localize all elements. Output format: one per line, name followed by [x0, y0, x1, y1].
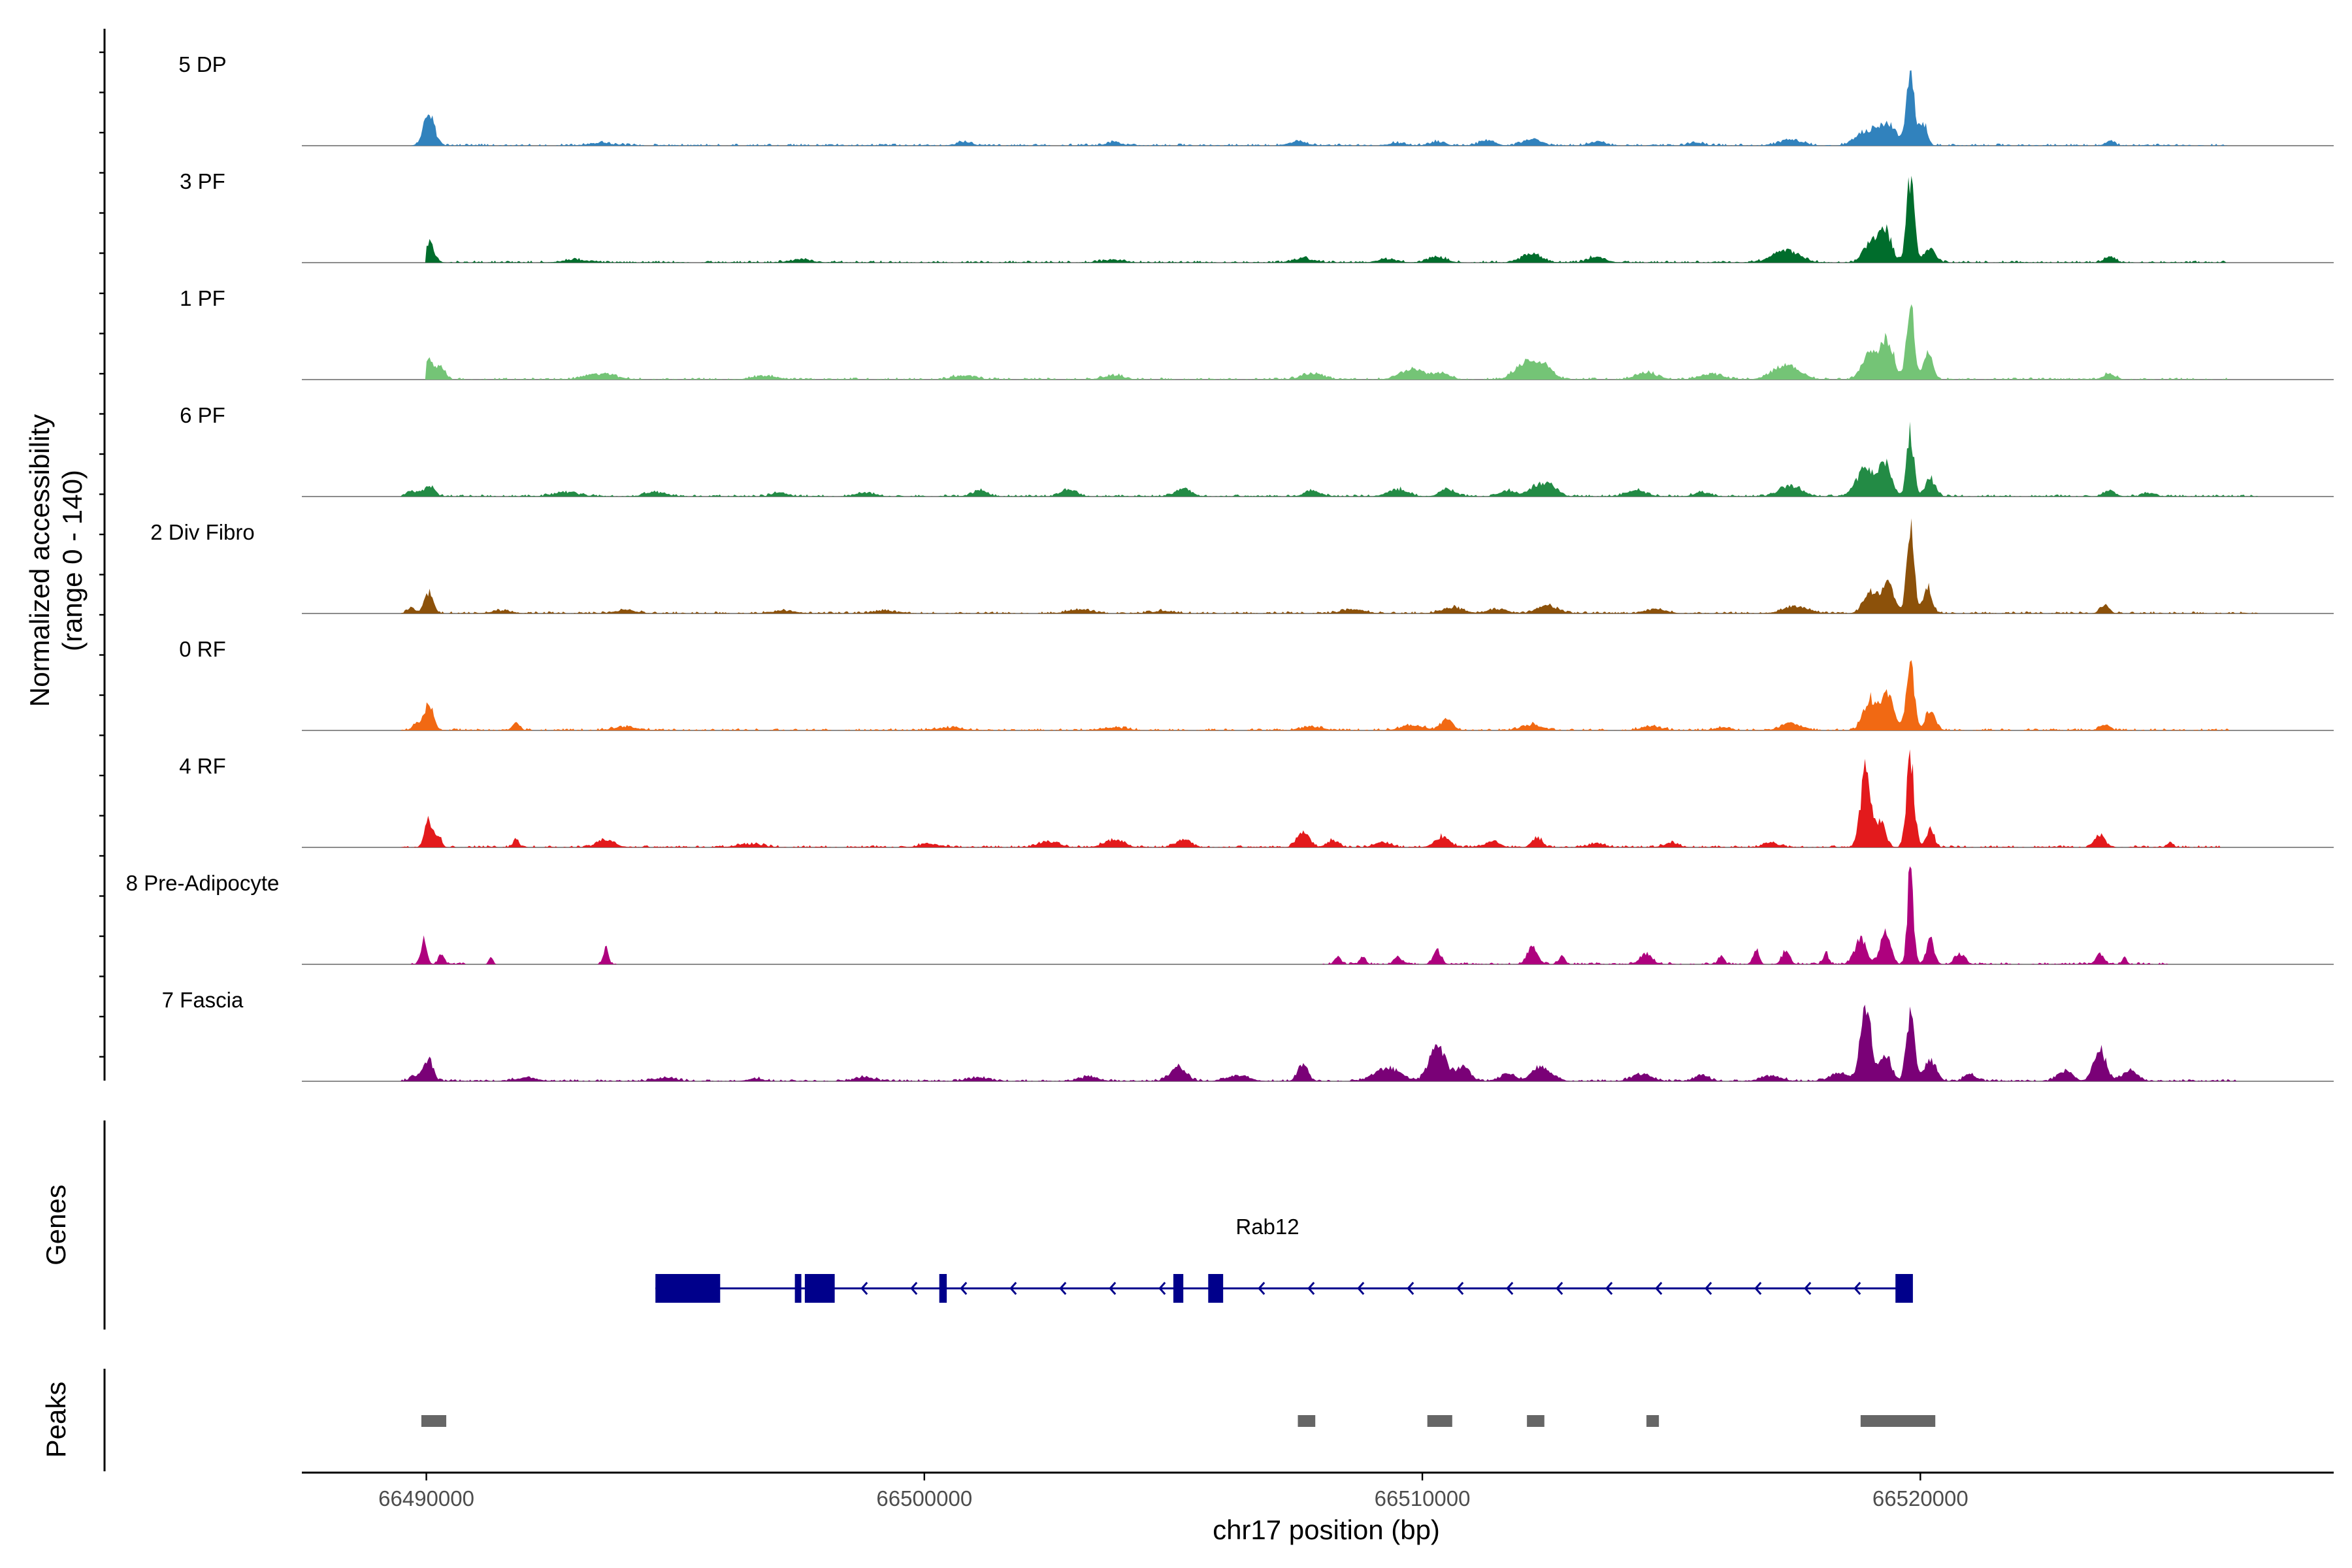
- track-0-rf: 0 RF: [179, 637, 2334, 731]
- strand-arrow: [1854, 1282, 1861, 1295]
- coverage-area: [302, 866, 2334, 964]
- x-axis-title: chr17 position (bp): [1213, 1514, 1440, 1545]
- strand-arrow: [1307, 1282, 1315, 1295]
- strand-arrow: [1258, 1282, 1266, 1295]
- strand-arrow: [1705, 1282, 1712, 1295]
- track-7-fascia: 7 Fascia: [162, 988, 2334, 1082]
- peak-region: [1860, 1415, 1936, 1427]
- track-label: 8 Pre-Adipocyte: [126, 871, 280, 895]
- track-5-dp: 5 DP: [178, 52, 2334, 146]
- coverage-area: [302, 176, 2334, 263]
- coverage-area: [302, 70, 2334, 146]
- strand-arrow: [910, 1282, 918, 1295]
- track-label: 5 DP: [178, 52, 226, 76]
- gene-exon: [939, 1274, 947, 1303]
- gene-exon: [794, 1274, 802, 1303]
- coverage-tracks: 5 DP 3 PF 1 PF 6 PF 2 Div Fibro 0 RF 4 RF 8 Pre…: [126, 52, 2334, 1082]
- peak-region: [421, 1415, 447, 1427]
- coverage-area: [302, 1004, 2334, 1081]
- x-tick-label: 66520000: [1872, 1486, 1968, 1511]
- track-8-pre-adipocyte: 8 Pre-Adipocyte: [126, 866, 2334, 965]
- track-6-pf: 6 PF: [180, 403, 2334, 497]
- strand-arrow: [1109, 1282, 1117, 1295]
- peak-region: [1298, 1415, 1316, 1427]
- strand-arrow: [1456, 1282, 1464, 1295]
- strand-arrow: [1357, 1282, 1365, 1295]
- gene-name-label: Rab12: [1235, 1215, 1299, 1239]
- track-4-rf: 4 RF: [179, 749, 2334, 848]
- gene-exon: [1208, 1274, 1224, 1303]
- coverage-y-ticks: [99, 51, 105, 1058]
- x-tick-label: 66500000: [876, 1486, 972, 1511]
- track-label: 0 RF: [179, 637, 226, 661]
- strand-arrow: [1754, 1282, 1762, 1295]
- coverage-area: [302, 660, 2334, 730]
- gene-exon: [804, 1274, 835, 1303]
- gene-track: Rab12: [655, 1215, 1913, 1303]
- strand-arrow: [1556, 1282, 1563, 1295]
- x-tick-label: 66510000: [1375, 1486, 1471, 1511]
- gene-exon: [1895, 1274, 1913, 1303]
- track-2-div-fibro: 2 Div Fibro: [150, 518, 2334, 614]
- strand-arrow: [1059, 1282, 1067, 1295]
- strand-arrow: [1158, 1282, 1166, 1295]
- peak-region: [1527, 1415, 1544, 1427]
- coverage-area: [302, 304, 2334, 380]
- strand-arrow: [1009, 1282, 1017, 1295]
- coverage-area: [302, 518, 2334, 613]
- track-1-pf: 1 PF: [180, 286, 2334, 380]
- gene-exon: [1173, 1274, 1184, 1303]
- strand-arrow: [1804, 1282, 1812, 1295]
- y-axis-title: Normalized accessibility: [24, 414, 55, 707]
- track-label: 6 PF: [180, 403, 225, 427]
- track-3-pf: 3 PF: [180, 169, 2334, 263]
- strand-arrow: [960, 1282, 968, 1295]
- track-label: 4 RF: [179, 754, 226, 778]
- track-label: 3 PF: [180, 169, 225, 193]
- gene-exon: [655, 1274, 721, 1303]
- strand-arrow: [1655, 1282, 1663, 1295]
- track-label: 2 Div Fibro: [150, 520, 255, 544]
- strand-arrow: [1407, 1282, 1414, 1295]
- x-axis-ticks: 66490000 66500000 66510000 66520000: [378, 1473, 1968, 1511]
- peak-track: [421, 1415, 1936, 1427]
- coverage-area: [302, 421, 2334, 497]
- peak-region: [1646, 1415, 1659, 1427]
- strand-arrow: [860, 1282, 868, 1295]
- x-tick-label: 66490000: [378, 1486, 474, 1511]
- y-axis-title-range: (range 0 - 140): [57, 470, 88, 651]
- coverage-area: [302, 749, 2334, 847]
- peak-region: [1427, 1415, 1452, 1427]
- track-label: 7 Fascia: [162, 988, 244, 1012]
- peaks-track-title: Peaks: [41, 1382, 71, 1458]
- track-label: 1 PF: [180, 286, 225, 310]
- strand-arrow: [1605, 1282, 1613, 1295]
- strand-arrow: [1506, 1282, 1514, 1295]
- genes-track-title: Genes: [41, 1184, 71, 1266]
